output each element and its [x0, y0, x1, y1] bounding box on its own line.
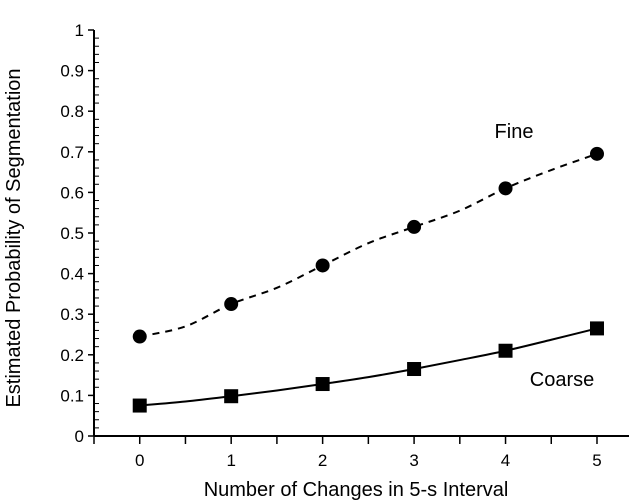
- data-point-coarse: [407, 362, 422, 377]
- ticks: 0 0.1 0.2 0.3 0.4 0.5 0.6 0.7 0.8 0.9 1 0 1 2 3 4 5: [60, 21, 601, 470]
- x-tick-label: 1: [226, 451, 235, 470]
- y-tick-label: 1: [75, 21, 84, 40]
- series-markers: [132, 146, 604, 413]
- series-line-fine: [139, 152, 598, 338]
- data-point-coarse: [498, 343, 513, 358]
- y-tick-label: 0.8: [60, 102, 84, 121]
- data-point-fine: [407, 219, 422, 234]
- x-tick-label: 5: [592, 451, 601, 470]
- y-tick-label: 0.6: [60, 183, 84, 202]
- y-tick-label: 0: [75, 427, 84, 446]
- x-tick-label: 0: [135, 451, 144, 470]
- y-tick-label: 0.3: [60, 305, 84, 324]
- data-point-fine: [315, 258, 330, 273]
- data-point-fine: [589, 146, 604, 161]
- series-lines: [139, 152, 598, 407]
- data-point-coarse: [589, 321, 604, 336]
- x-axis-label: Number of Changes in 5-s Interval: [204, 479, 509, 501]
- x-tick-label: 2: [318, 451, 327, 470]
- x-tick-label: 4: [501, 451, 510, 470]
- data-point-coarse: [224, 389, 239, 404]
- series-label-coarse: Coarse: [530, 369, 594, 391]
- data-point-coarse: [132, 398, 147, 413]
- y-tick-label: 0.2: [60, 346, 84, 365]
- data-point-fine: [132, 329, 147, 344]
- x-tick-label: 3: [409, 451, 418, 470]
- data-point-coarse: [315, 377, 330, 392]
- y-tick-label: 0.1: [60, 386, 84, 405]
- y-tick-label: 0.9: [60, 62, 84, 81]
- series-label-fine: Fine: [495, 121, 534, 143]
- series-line-coarse: [139, 327, 598, 407]
- data-point-fine: [224, 297, 239, 312]
- y-tick-label: 0.7: [60, 143, 84, 162]
- data-point-fine: [498, 181, 513, 196]
- y-tick-label: 0.5: [60, 224, 84, 243]
- y-tick-label: 0.4: [60, 265, 84, 284]
- y-axis-label: Estimated Probability of Segmentation: [3, 68, 25, 407]
